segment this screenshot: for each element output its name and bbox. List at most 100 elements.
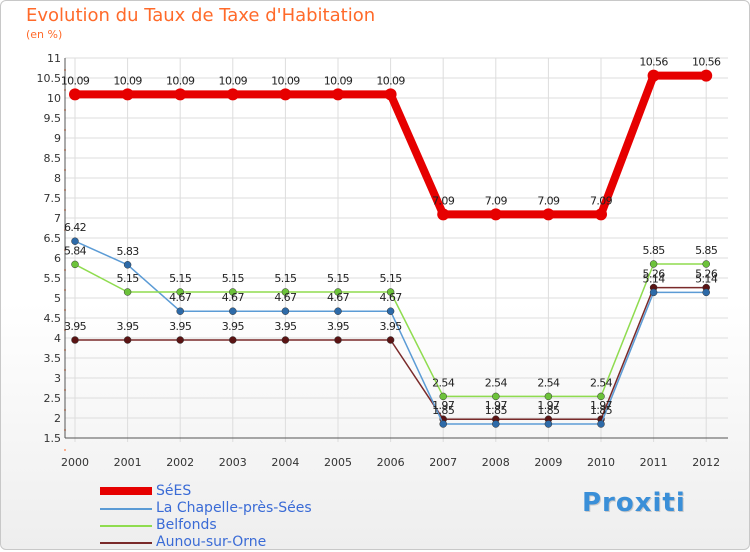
data-label-sees: 7.09 — [485, 194, 508, 207]
data-label-la-chapelle: 1.85 — [537, 404, 560, 417]
data-label-sees: 10.09 — [113, 74, 142, 87]
point-sees — [69, 88, 81, 101]
legend-label-sees: SéES — [156, 483, 192, 499]
point-sees — [437, 208, 450, 221]
data-label-belfonds: 2.54 — [485, 376, 508, 389]
point-belfonds — [334, 288, 342, 296]
x-tick-label: 2000 — [61, 456, 89, 469]
y-tick-label: 4.5 — [44, 312, 62, 325]
data-label-aunou: 3.95 — [380, 320, 403, 333]
point-la-chapelle — [281, 307, 290, 315]
data-label-la-chapelle: 6.42 — [64, 221, 86, 234]
y-tick-label: 5 — [54, 292, 61, 305]
data-label-belfonds: 5.15 — [380, 272, 403, 285]
y-tick-label: 3 — [54, 372, 61, 385]
y-tick-label: 9 — [54, 132, 61, 145]
data-label-aunou: 1.97 — [537, 399, 560, 412]
point-la-chapelle — [702, 288, 710, 297]
legend-label-la-chapelle: La Chapelle-près-Sées — [156, 500, 312, 516]
data-label-aunou: 3.95 — [64, 320, 87, 333]
data-label-aunou: 5.26 — [695, 268, 718, 281]
data-label-la-chapelle: 4.67 — [327, 291, 350, 304]
point-aunou — [123, 336, 132, 344]
data-label-sees: 10.56 — [639, 56, 668, 69]
legend-label-aunou: Aunou-sur-Orne — [156, 534, 267, 550]
proxiti-logo: Proxiti — [582, 488, 686, 518]
data-label-sees: 10.56 — [692, 56, 721, 69]
y-tick-label: 8 — [54, 172, 61, 185]
x-tick-label: 2005 — [324, 456, 352, 469]
point-la-chapelle — [176, 307, 184, 315]
data-label-aunou: 5.26 — [643, 268, 666, 281]
data-label-sees: 10.09 — [61, 74, 90, 87]
y-tick-label: 2 — [54, 412, 61, 425]
data-label-la-chapelle: 1.85 — [485, 404, 508, 417]
data-label-aunou: 3.95 — [117, 320, 140, 333]
point-sees — [121, 88, 134, 101]
data-label-aunou: 1.97 — [432, 399, 455, 412]
legend-label-belfonds: Belfonds — [156, 517, 217, 533]
point-la-chapelle — [334, 307, 342, 315]
data-label-la-chapelle: 5.83 — [117, 245, 140, 258]
data-label-la-chapelle: 1.85 — [590, 404, 613, 417]
chart-subtitle: (en %) — [26, 28, 63, 41]
x-tick-label: 2008 — [482, 456, 510, 469]
point-sees — [647, 69, 660, 82]
point-belfonds — [439, 392, 447, 401]
x-tick-label: 2009 — [534, 456, 562, 469]
point-sees — [384, 88, 397, 101]
point-la-chapelle — [123, 261, 132, 269]
data-label-belfonds: 5.84 — [64, 244, 87, 257]
data-label-sees: 7.09 — [432, 194, 455, 207]
point-belfonds — [229, 288, 237, 296]
point-aunou — [229, 336, 237, 344]
data-label-la-chapelle: 4.67 — [274, 291, 297, 304]
point-belfonds — [71, 260, 79, 269]
data-label-belfonds: 5.85 — [695, 244, 718, 257]
data-label-belfonds: 2.54 — [537, 376, 560, 389]
point-aunou — [281, 336, 290, 344]
point-belfonds — [649, 260, 658, 268]
data-label-la-chapelle: 5.14 — [643, 272, 666, 285]
x-tick-label: 2001 — [114, 456, 142, 469]
y-tick-label: 5.5 — [44, 272, 62, 285]
legend-swatch-la-chapelle — [100, 508, 152, 510]
x-tick-label: 2007 — [429, 456, 457, 469]
x-tick-label: 2006 — [377, 456, 405, 469]
data-label-belfonds: 5.85 — [643, 244, 666, 257]
y-tick-label: 9.5 — [44, 112, 62, 125]
point-la-chapelle — [597, 420, 605, 428]
data-label-belfonds: 2.54 — [590, 376, 613, 389]
x-tick-label: 2004 — [271, 456, 299, 469]
point-sees — [700, 69, 713, 82]
data-label-belfonds: 5.15 — [274, 272, 297, 285]
point-belfonds — [176, 288, 184, 296]
legend-swatch-belfonds — [100, 525, 152, 527]
legend-swatch-aunou — [100, 542, 152, 544]
chart-title: Evolution du Taux de Taxe d'Habitation — [26, 5, 376, 26]
data-label-la-chapelle: 1.85 — [432, 404, 455, 417]
data-label-sees: 10.09 — [271, 74, 300, 87]
point-la-chapelle — [649, 288, 658, 297]
point-aunou — [386, 336, 395, 344]
point-sees — [174, 88, 187, 101]
x-tick-label: 2003 — [219, 456, 247, 469]
point-belfonds — [123, 288, 132, 296]
point-belfonds — [702, 260, 710, 268]
data-label-belfonds: 2.54 — [432, 376, 455, 389]
x-tick-label: 2002 — [166, 456, 194, 469]
data-label-sees: 7.09 — [590, 194, 613, 207]
y-tick-label: 7 — [54, 212, 61, 225]
data-label-sees: 10.09 — [376, 74, 405, 87]
data-label-aunou: 1.97 — [590, 399, 613, 412]
y-tick-label: 6.5 — [44, 232, 62, 245]
y-tick-label: 10 — [47, 92, 61, 105]
data-label-aunou: 3.95 — [169, 320, 192, 333]
point-la-chapelle — [492, 420, 500, 428]
point-la-chapelle — [439, 420, 447, 428]
x-tick-label: 2012 — [692, 456, 720, 469]
data-label-la-chapelle: 5.14 — [695, 272, 718, 285]
y-tick-label: 11 — [47, 52, 61, 65]
point-la-chapelle — [229, 307, 237, 315]
